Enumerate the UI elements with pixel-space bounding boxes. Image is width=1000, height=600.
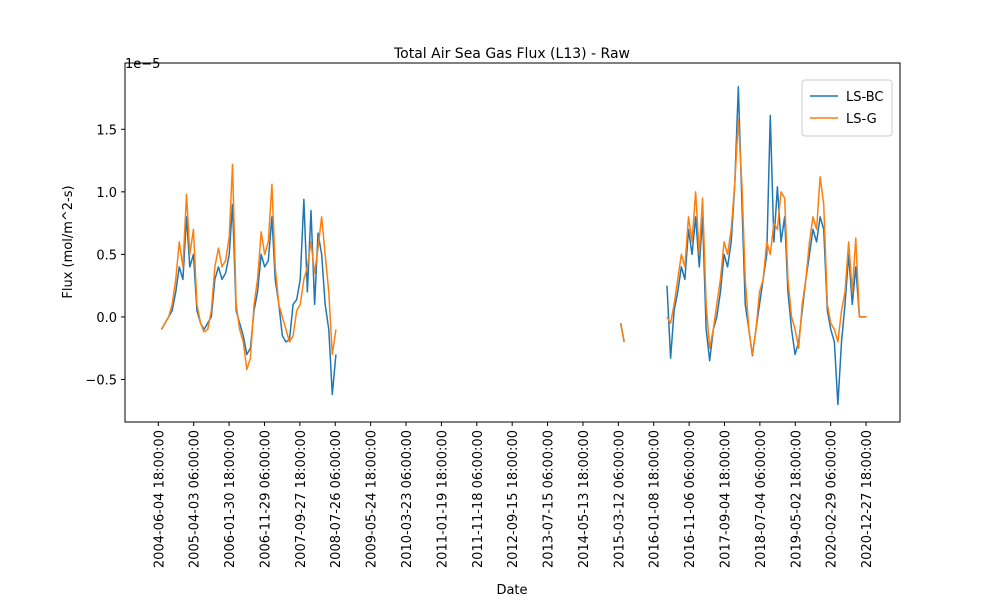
legend-box [801, 79, 893, 137]
x-tick-label: 2012-09-15 18:00:00 [506, 430, 521, 568]
legend-label: LS-BC [846, 90, 884, 105]
chart-title: Total Air Sea Gas Flux (L13) - Raw [393, 46, 630, 62]
x-tick-label: 2016-01-08 18:00:00 [648, 430, 663, 568]
y-tick-label: 0.5 [96, 248, 117, 263]
x-tick-label: 2011-11-18 06:00:00 [471, 430, 486, 568]
y-tick-label: −0.5 [85, 373, 117, 388]
x-tick-label: 2016-11-06 06:00:00 [683, 430, 698, 568]
x-tick-label: 2006-01-30 18:00:00 [223, 430, 238, 568]
x-tick-label: 2011-01-19 18:00:00 [435, 430, 450, 568]
y-tick-label: 1.5 [96, 123, 117, 138]
x-tick-label: 2009-05-24 18:00:00 [365, 430, 380, 568]
x-tick-label: 2010-03-23 06:00:00 [400, 430, 415, 568]
x-tick-label: 2019-05-02 18:00:00 [789, 430, 804, 568]
x-tick-label: 2004-06-04 18:00:00 [152, 430, 167, 568]
x-tick-label: 2005-04-03 06:00:00 [188, 430, 203, 568]
x-tick-label: 2017-09-04 18:00:00 [718, 430, 733, 568]
x-tick-label: 2013-07-15 06:00:00 [542, 430, 557, 568]
series-line [160, 118, 867, 371]
offset-text: 1e−5 [125, 57, 160, 72]
x-tick-label: 2007-09-27 18:00:00 [294, 430, 309, 568]
x-tick-label: 2018-07-04 06:00:00 [754, 430, 769, 568]
axes-frame [124, 62, 901, 423]
x-tick-label: 2014-05-13 18:00:00 [577, 430, 592, 568]
legend-label: LS-G [846, 112, 877, 127]
x-tick-label: 2015-03-12 06:00:00 [612, 430, 627, 568]
x-tick-label: 2020-02-29 06:00:00 [825, 430, 840, 568]
y-tick-label: 1.0 [96, 186, 117, 201]
x-tick-label: 2020-12-27 18:00:00 [860, 430, 875, 568]
y-axis-label: Flux (mol/m^2-s) [61, 185, 76, 298]
x-tick-label: 2006-11-29 06:00:00 [258, 430, 273, 568]
x-tick-label: 2008-07-26 06:00:00 [329, 430, 344, 568]
y-tick-label: 0.0 [96, 311, 117, 326]
x-axis-label: Date [496, 583, 527, 598]
